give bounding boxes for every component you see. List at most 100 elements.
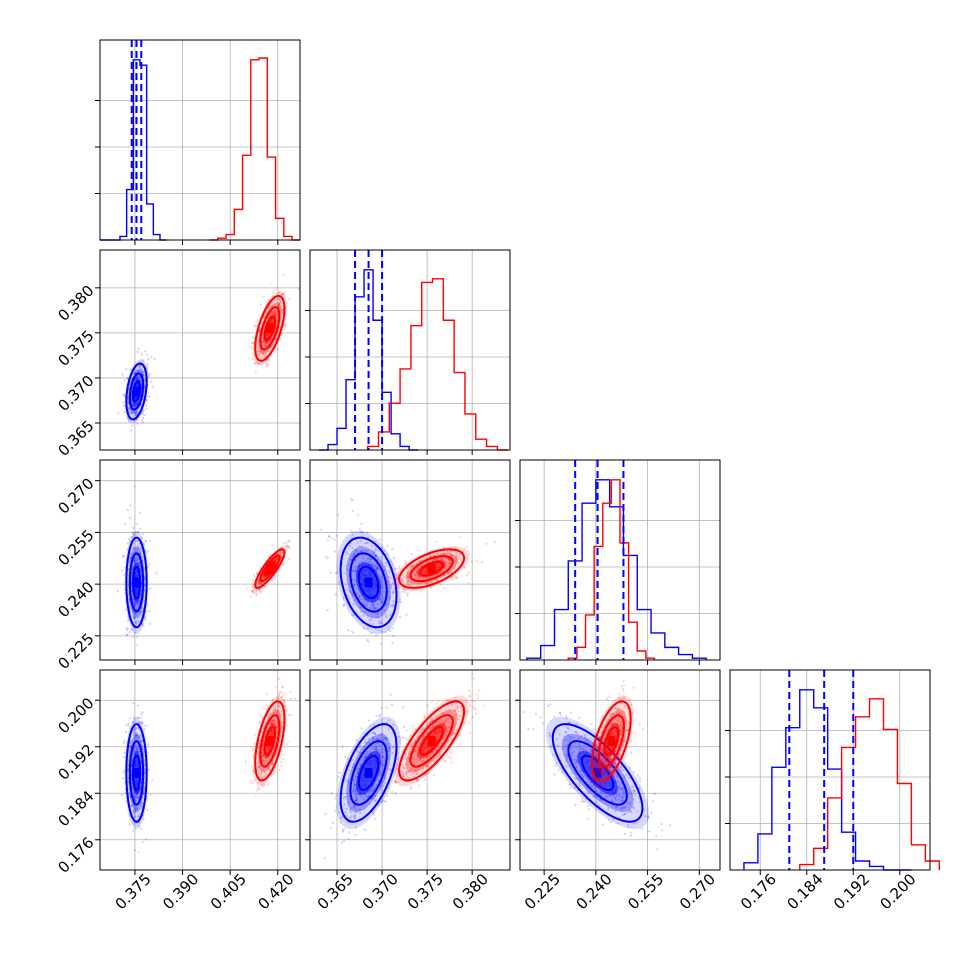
sample-point — [134, 613, 137, 616]
sample-point — [284, 556, 287, 559]
sample-point — [273, 720, 276, 723]
sample-point — [143, 755, 146, 758]
sample-point — [352, 554, 355, 557]
sample-point — [389, 777, 392, 781]
sample-point — [132, 611, 135, 614]
sample-point — [384, 565, 387, 568]
sample-point — [385, 553, 388, 556]
sample-point — [255, 589, 258, 592]
sample-point — [132, 809, 135, 813]
sample-point — [278, 301, 281, 305]
sample-point — [134, 403, 137, 406]
sample-point — [257, 584, 260, 587]
sample-point — [370, 562, 373, 566]
sample-point — [369, 606, 372, 609]
sample-point — [136, 403, 139, 406]
sample-point — [377, 611, 380, 614]
sample-point — [138, 551, 141, 555]
sample-point — [130, 628, 133, 631]
sample-point — [379, 622, 382, 625]
sample-point — [280, 691, 283, 694]
sample-point — [122, 573, 125, 576]
sample-point — [434, 557, 437, 561]
sample-point — [371, 789, 374, 793]
sample-point — [355, 549, 358, 553]
sample-point — [391, 752, 394, 755]
sample-point — [353, 599, 356, 602]
sample-point — [139, 367, 142, 370]
sample-point — [390, 586, 393, 589]
sample-point — [256, 350, 259, 353]
sample-point — [368, 802, 371, 805]
sample-point — [261, 352, 265, 355]
sample-point — [127, 389, 130, 392]
sample-point — [360, 795, 363, 798]
sample-point — [279, 551, 282, 554]
sample-point — [374, 733, 377, 736]
sample-point — [271, 719, 274, 722]
sample-point — [279, 306, 282, 309]
sample-point — [131, 597, 134, 600]
sample-point — [472, 677, 476, 680]
contour-series-1 — [339, 723, 398, 823]
sample-point — [133, 728, 136, 732]
sample-point — [258, 327, 262, 330]
sample-point — [385, 615, 388, 619]
sample-point — [279, 556, 283, 559]
sample-point — [141, 412, 144, 415]
sample-point — [130, 553, 133, 556]
sample-point — [428, 580, 431, 584]
sample-point — [258, 581, 261, 584]
sample-point — [135, 731, 138, 735]
sample-point — [430, 726, 433, 729]
sample-point — [258, 329, 261, 332]
sample-point — [338, 581, 341, 584]
sample-point — [468, 552, 471, 556]
sample-point — [450, 571, 453, 574]
sample-point — [143, 582, 147, 586]
sample-point — [129, 744, 132, 747]
sample-point — [123, 566, 127, 569]
sample-point — [391, 746, 394, 749]
sample-point — [468, 722, 471, 725]
sample-point — [352, 789, 355, 792]
sample-point — [380, 706, 383, 710]
sample-point — [141, 739, 144, 742]
sample-point — [380, 600, 383, 603]
sample-point — [395, 577, 398, 580]
sample-point — [450, 575, 454, 579]
sample-point — [135, 727, 138, 730]
sample-point — [375, 566, 378, 569]
sample-point — [259, 771, 263, 775]
sample-point — [135, 368, 138, 371]
sample-point — [383, 779, 386, 782]
sample-point — [280, 713, 283, 716]
sample-point — [445, 731, 448, 734]
sample-point — [262, 726, 265, 729]
sample-point — [130, 411, 133, 414]
sample-point — [122, 555, 125, 558]
sample-point — [378, 597, 381, 600]
sample-point — [451, 550, 454, 553]
sample-point — [259, 714, 262, 717]
sample-point — [367, 640, 370, 643]
sample-point — [345, 807, 348, 810]
sample-point — [374, 554, 377, 557]
sample-point — [381, 763, 384, 766]
sample-point — [346, 594, 349, 598]
sample-point — [353, 565, 356, 569]
sample-point — [257, 766, 260, 769]
sample-point — [380, 747, 383, 750]
sample-point — [262, 340, 265, 343]
sample-point — [125, 723, 128, 726]
sample-point — [261, 576, 264, 579]
sample-point — [344, 755, 347, 759]
sample-point — [257, 747, 260, 750]
sample-point — [441, 720, 444, 723]
sample-point — [455, 551, 458, 554]
sample-point — [287, 714, 291, 717]
sample-point — [263, 759, 266, 762]
sample-point — [371, 811, 374, 814]
sample-point — [127, 401, 130, 404]
density-peak-series-2 — [265, 735, 274, 746]
